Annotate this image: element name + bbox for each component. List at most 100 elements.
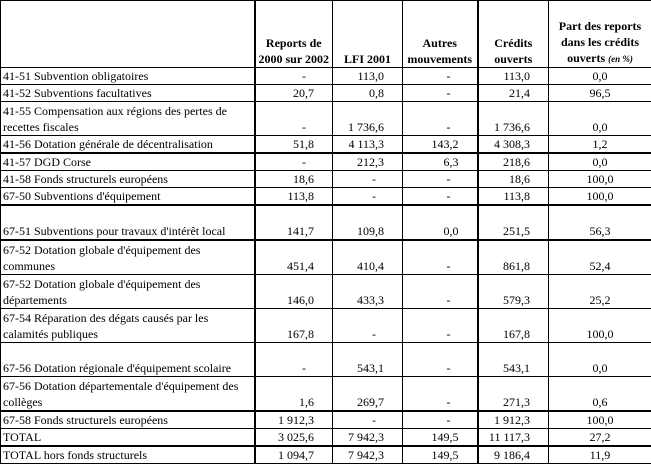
cell-value: 167,8 (255, 309, 333, 343)
cell-value: 146,0 (255, 275, 333, 309)
cell-value: 100,0 (549, 188, 651, 206)
cell-value: 167,8 (478, 309, 549, 343)
table-row: 67-51 Subventions pour travaux d'intérêt… (1, 205, 651, 240)
cell-value: 27,2 (549, 429, 651, 447)
cell-value: 0,0 (549, 343, 651, 377)
table-row: 67-54 Réparation des dégats causés par l… (1, 309, 651, 343)
cell-value: 4 308,3 (478, 136, 549, 154)
cell-value: - (403, 188, 478, 206)
cell-value: 7 942,3 (333, 446, 403, 464)
cell-value: 251,5 (478, 205, 549, 240)
cell-value: 100,0 (549, 171, 651, 188)
cell-value: - (255, 68, 333, 85)
cell-value: 861,8 (478, 240, 549, 275)
cell-value: - (403, 102, 478, 136)
cell-value: 543,1 (478, 343, 549, 377)
cell-value: 100,0 (549, 309, 651, 343)
cell-value: 51,8 (255, 136, 333, 154)
cell-value: 0,8 (333, 85, 403, 102)
table-row: 67-56 Dotation régionale d'équipement sc… (1, 343, 651, 377)
cell-value: 579,3 (478, 275, 549, 309)
row-label: 67-52 Dotation globale d'équipement des … (1, 275, 255, 309)
cell-value: 109,8 (333, 205, 403, 240)
row-label: 67-56 Dotation départementale d'équipeme… (1, 377, 255, 412)
cell-value: - (255, 153, 333, 171)
row-label: 41-58 Fonds structurels européens (1, 171, 255, 188)
cell-value: 11,9 (549, 446, 651, 464)
header-reports: Reports de 2000 sur 2002 (255, 1, 333, 68)
cell-value: - (403, 377, 478, 412)
table-row: 41-51 Subvention obligatoires-113,0-113,… (1, 68, 651, 85)
cell-value: 7 942,3 (333, 429, 403, 447)
cell-value: - (403, 411, 478, 429)
cell-value: 6,3 (403, 153, 478, 171)
cell-value: 11 117,3 (478, 429, 549, 447)
cell-value: 3 025,6 (255, 429, 333, 447)
header-credits: Crédits ouverts (478, 1, 549, 68)
cell-value: 218,6 (478, 153, 549, 171)
cell-value: 20,7 (255, 85, 333, 102)
header-part: Part des reports dans les crédits ouvert… (549, 1, 651, 68)
cell-value: - (403, 240, 478, 275)
row-label: 67-56 Dotation régionale d'équipement sc… (1, 343, 255, 377)
cell-value: - (333, 309, 403, 343)
cell-value: 100,0 (549, 411, 651, 429)
cell-value: - (403, 85, 478, 102)
cell-value: 149,5 (403, 446, 478, 464)
cell-value: 1,6 (255, 377, 333, 412)
cell-value: - (403, 309, 478, 343)
row-label: 67-54 Réparation des dégats causés par l… (1, 309, 255, 343)
cell-value: 9 186,4 (478, 446, 549, 464)
cell-value: 0,0 (549, 68, 651, 85)
row-label: 67-51 Subventions pour travaux d'intérêt… (1, 205, 255, 240)
header-label (1, 1, 255, 68)
row-label: 67-50 Subventions d'équipement (1, 188, 255, 206)
cell-value: - (403, 275, 478, 309)
cell-value: - (333, 171, 403, 188)
cell-value: 212,3 (333, 153, 403, 171)
row-label: 67-58 Fonds structurels européens (1, 411, 255, 429)
cell-value: 1 736,6 (478, 102, 549, 136)
table-row: 67-52 Dotation globale d'équipement des … (1, 240, 651, 275)
cell-value: - (255, 102, 333, 136)
cell-value: 96,5 (549, 85, 651, 102)
cell-value: - (333, 188, 403, 206)
cell-value: 113,0 (478, 68, 549, 85)
cell-value: 113,0 (333, 68, 403, 85)
cell-value: 1 912,3 (255, 411, 333, 429)
cell-value: 0,6 (549, 377, 651, 412)
table-row: 41-56 Dotation générale de décentralisat… (1, 136, 651, 154)
cell-value: - (333, 411, 403, 429)
row-label: 41-51 Subvention obligatoires (1, 68, 255, 85)
header-lfi: LFI 2001 (333, 1, 403, 68)
cell-value: 543,1 (333, 343, 403, 377)
header-row: Reports de 2000 sur 2002 LFI 2001 Autres… (1, 1, 651, 68)
cell-value: 149,5 (403, 429, 478, 447)
cell-value: 433,3 (333, 275, 403, 309)
row-label: TOTAL (1, 429, 255, 447)
cell-value: - (255, 343, 333, 377)
table-row: 67-52 Dotation globale d'équipement des … (1, 275, 651, 309)
cell-value: 0,0 (549, 153, 651, 171)
row-label: 67-52 Dotation globale d'équipement des … (1, 240, 255, 275)
cell-value: 451,4 (255, 240, 333, 275)
cell-value: 269,7 (333, 377, 403, 412)
cell-value: 1,2 (549, 136, 651, 154)
cell-value: 4 113,3 (333, 136, 403, 154)
cell-value: 52,4 (549, 240, 651, 275)
cell-value: 56,3 (549, 205, 651, 240)
table-row: 67-56 Dotation départementale d'équipeme… (1, 377, 651, 412)
cell-value: 18,6 (255, 171, 333, 188)
cell-value: 25,2 (549, 275, 651, 309)
row-label: 41-57 DGD Corse (1, 153, 255, 171)
cell-value: - (403, 171, 478, 188)
cell-value: 143,2 (403, 136, 478, 154)
